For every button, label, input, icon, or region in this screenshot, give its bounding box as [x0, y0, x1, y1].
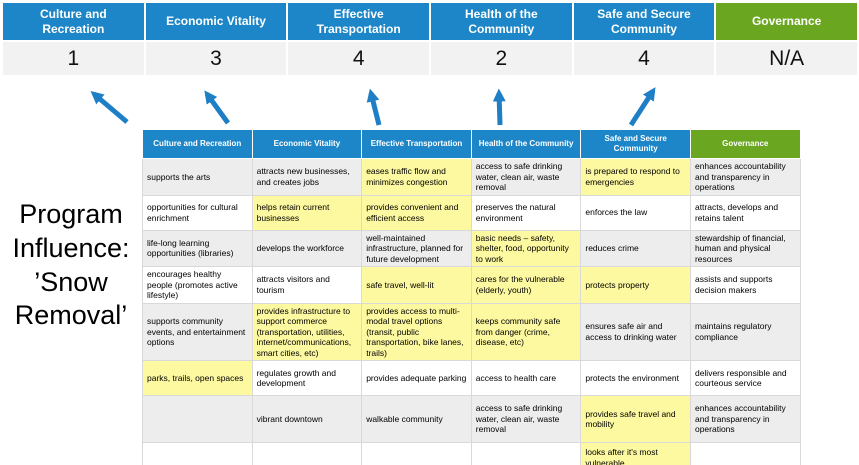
summary-header-culture-and-recreation: Culture and Recreation	[3, 3, 144, 40]
matrix-row: supports the arts attracts new businesses…	[142, 158, 801, 196]
matrix-cell: parks, trails, open spaces	[142, 360, 253, 396]
summary-score-health-of-the-community: 2	[431, 42, 572, 75]
matrix-cell: encourages healthy people (promotes acti…	[142, 266, 253, 304]
matrix-cell: vibrant downtown	[251, 395, 363, 443]
summary-header-economic-vitality: Economic Vitality	[145, 3, 287, 40]
matrix-row: parks, trails, open spaces regulates grow…	[142, 360, 801, 396]
matrix-col-header-safe-and-secure-community: Safe and Secure Community	[580, 129, 691, 159]
matrix-row: encourages healthy people (promotes acti…	[142, 266, 801, 304]
matrix-cell: looks after it's most vulnerable	[580, 442, 691, 465]
summary-table: Culture and Recreation Economic Vitality E…	[3, 3, 857, 75]
matrix-cell: safe travel, well-lit	[361, 266, 472, 304]
arrow-icon-economic	[204, 90, 231, 125]
matrix-cell: protects property	[580, 266, 691, 304]
matrix-cell: helps retain current businesses	[251, 194, 363, 231]
matrix-cell: assists and supports decision makers	[689, 266, 801, 304]
summary-score-safe-and-secure-community: 4	[573, 42, 715, 75]
arrow-icon-health	[492, 88, 506, 126]
matrix-cell: attracts visitors and tourism	[251, 266, 363, 304]
matrix-table: Culture and Recreation Economic Vitality E…	[142, 129, 801, 465]
matrix-row: life-long learning opportunities (librar…	[142, 229, 801, 267]
summary-header-safe-and-secure-community: Safe and Secure Community	[573, 3, 715, 40]
matrix-cell	[689, 442, 801, 465]
program-influence-label: Program Influence: ’Snow Removal’	[12, 199, 130, 331]
matrix-row: supports community events, and entertain…	[142, 302, 801, 361]
matrix-cell: reduces crime	[580, 229, 691, 267]
matrix-cell: access to safe drinking water, clean air…	[470, 395, 582, 443]
matrix-cell: keeps community safe from danger (crime,…	[470, 302, 582, 361]
matrix-cell: enhances accountability and transparency…	[689, 158, 801, 196]
matrix-header-row: Culture and Recreation Economic Vitality E…	[142, 129, 801, 159]
matrix-cell: maintains regulatory compliance	[689, 302, 801, 361]
matrix-cell: enforces the law	[580, 194, 691, 231]
matrix-cell: walkable community	[361, 395, 472, 443]
matrix-cell: supports the arts	[142, 158, 253, 196]
matrix-col-header-health-of-the-community: Health of the Community	[470, 129, 582, 159]
matrix-cell: basic needs – safety, shelter, food, opp…	[470, 229, 582, 267]
matrix-cell: life-long learning opportunities (librar…	[142, 229, 253, 267]
matrix-cell: access to safe drinking water, clean air…	[470, 158, 582, 196]
matrix-cell: develops the workforce	[251, 229, 363, 267]
matrix-cell: provides convenient and efficient access	[361, 194, 472, 231]
matrix-cell: opportunities for cultural enrichment	[142, 194, 253, 231]
matrix-cell	[470, 442, 582, 465]
matrix-cell: regulates growth and development	[251, 360, 363, 396]
matrix-cell: attracts, develops and retains talent	[689, 194, 801, 231]
matrix-cell: protects the environment	[580, 360, 691, 396]
matrix-cell	[142, 395, 253, 443]
summary-header-health-of-the-community: Health of the Community	[431, 3, 572, 40]
matrix-cell: well-maintained infrastructure, planned …	[361, 229, 472, 267]
matrix-cell: is prepared to respond to emergencies	[580, 158, 691, 196]
matrix-cell: enhances accountability and transparency…	[689, 395, 801, 443]
summary-score-governance: N/A	[716, 42, 857, 75]
matrix-cell: preserves the natural environment	[470, 194, 582, 231]
matrix-row: vibrant downtown walkable community access…	[142, 395, 801, 443]
summary-header-effective-transportation: Effective Transportation	[288, 3, 429, 40]
matrix-cell: access to health care	[470, 360, 582, 396]
matrix-col-header-culture-and-recreation: Culture and Recreation	[142, 129, 253, 159]
matrix-col-header-governance: Governance	[689, 129, 801, 159]
matrix-cell: stewardship of financial, human and phys…	[689, 229, 801, 267]
summary-score-effective-transportation: 4	[288, 42, 429, 75]
arrow-icon-transportation	[366, 88, 382, 126]
matrix-cell: supports community events, and entertain…	[142, 302, 253, 361]
summary-header-governance: Governance	[716, 3, 857, 40]
matrix-cell: attracts new businesses, and creates job…	[251, 158, 363, 196]
matrix-cell	[142, 442, 253, 465]
matrix-row: looks after it's most vulnerable	[142, 442, 801, 465]
summary-score-economic-vitality: 3	[145, 42, 287, 75]
matrix-cell: delivers responsible and courteous servi…	[689, 360, 801, 396]
priorities-matrix: Culture and Recreation Economic Vitality E…	[142, 129, 801, 465]
matrix-col-header-effective-transportation: Effective Transportation	[361, 129, 472, 159]
matrix-cell	[361, 442, 472, 465]
matrix-cell: provides safe travel and mobility	[580, 395, 691, 443]
arrow-icon-culture	[90, 91, 129, 124]
matrix-cell: provides access to multi-modal travel op…	[361, 302, 472, 361]
matrix-col-header-economic-vitality: Economic Vitality	[251, 129, 363, 159]
matrix-body: supports the arts attracts new businesses…	[142, 158, 801, 465]
summary-score-culture-and-recreation: 1	[3, 42, 144, 75]
matrix-cell: cares for the vulnerable (elderly, youth…	[470, 266, 582, 304]
matrix-row: opportunities for cultural enrichment hel…	[142, 194, 801, 231]
arrow-icon-safe-secure	[628, 87, 656, 127]
matrix-cell: ensures safe air and access to drinking …	[580, 302, 691, 361]
matrix-cell: provides adequate parking	[361, 360, 472, 396]
matrix-cell: provides infrastructure to support comme…	[251, 302, 363, 361]
matrix-cell: eases traffic flow and minimizes congest…	[361, 158, 472, 196]
matrix-cell	[251, 442, 363, 465]
influence-arrows	[90, 87, 656, 127]
